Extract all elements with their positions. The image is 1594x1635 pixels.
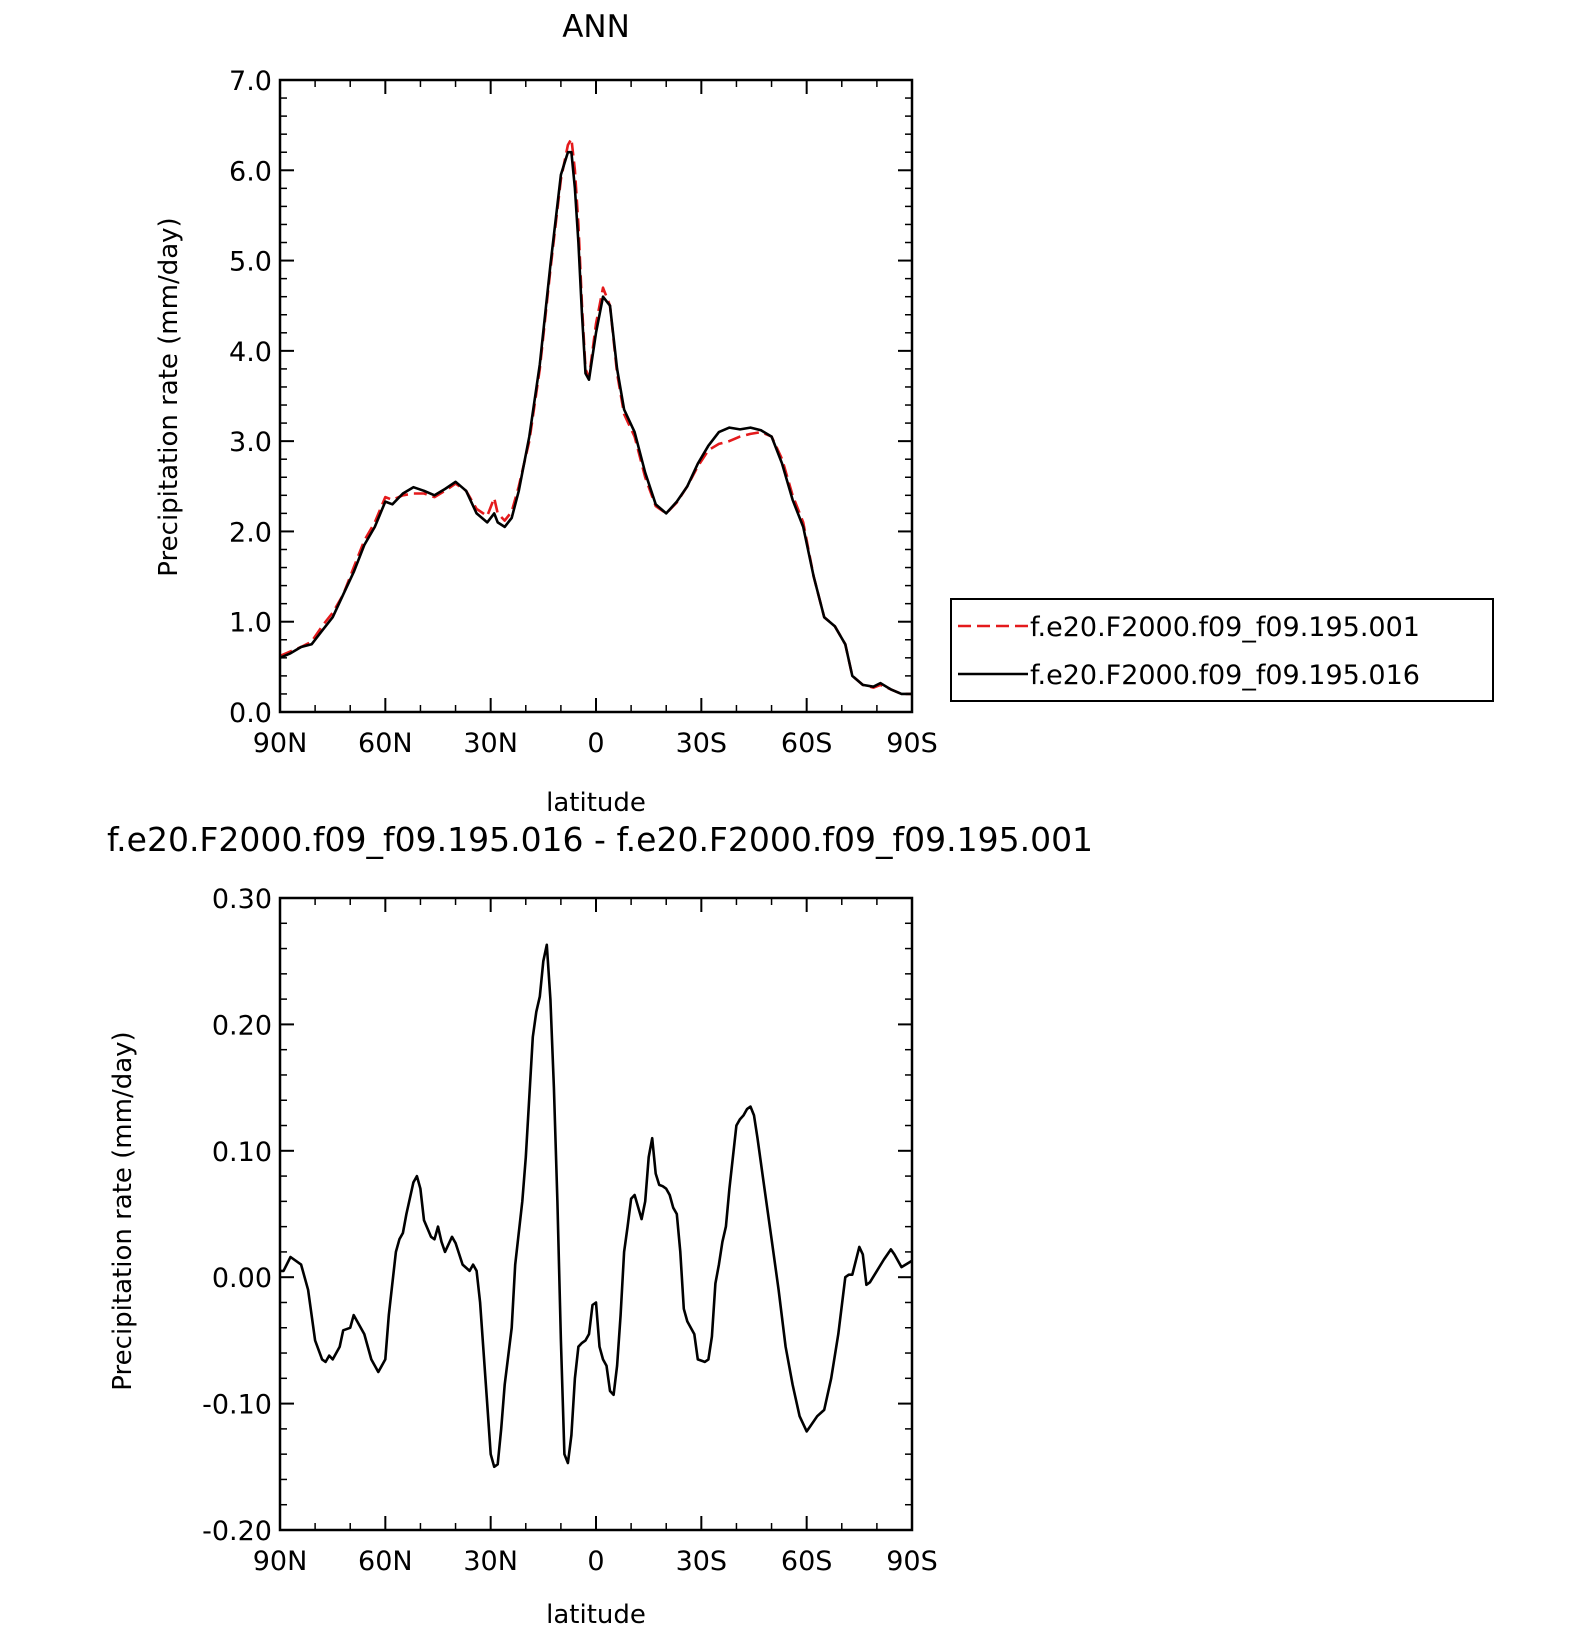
bottom-xlabel: latitude	[546, 1600, 646, 1630]
y-tick-label: 4.0	[229, 337, 272, 368]
y-tick-label: 2.0	[229, 517, 272, 548]
top-ylabel: Precipitation rate (mm/day)	[154, 217, 184, 576]
legend-box	[950, 598, 1494, 702]
y-tick-label: 0.20	[212, 1010, 272, 1041]
top-series	[279, 137, 912, 696]
bottom-panel: f.e20.F2000.f09_f09.195.016 - f.e20.F200…	[107, 820, 1093, 1630]
x-tick-label: 90N	[253, 728, 308, 759]
top-panel: ANN Precipitation rate (mm/day) latitude…	[154, 9, 1494, 818]
legend-label-series-1: f.e20.F2000.f09_f09.195.001	[1030, 612, 1420, 643]
series-line-2	[279, 150, 912, 696]
y-tick-label: 0.30	[212, 884, 272, 915]
x-tick-label: 30N	[463, 728, 518, 759]
bottom-plot-frame	[278, 896, 914, 1532]
x-tick-label: 30S	[676, 728, 728, 759]
x-tick-label: 60S	[781, 728, 833, 759]
y-tick-label: 3.0	[229, 427, 272, 458]
x-tick-label: 30S	[676, 1546, 728, 1577]
bottom-title: f.e20.F2000.f09_f09.195.016 - f.e20.F200…	[107, 820, 1093, 859]
top-title: ANN	[562, 9, 630, 45]
y-tick-label: 0.10	[212, 1137, 272, 1168]
x-tick-label: 90S	[886, 728, 938, 759]
x-tick-label: 60N	[358, 1546, 413, 1577]
x-tick-label: 0	[587, 1546, 604, 1577]
bottom-ylabel: Precipitation rate (mm/day)	[108, 1031, 138, 1390]
x-tick-label: 90S	[886, 1546, 938, 1577]
x-tick-label: 30N	[463, 1546, 518, 1577]
y-tick-label: 6.0	[229, 156, 272, 187]
x-tick-label: 0	[587, 728, 604, 759]
top-plot-frame	[278, 78, 914, 714]
top-tick-labels: 90N 60N 30N 0 30S 60S 90S 0.0 1.0 2.0 3.0 4.0 5.0 6.0…	[229, 66, 938, 759]
top-ticks	[279, 79, 913, 713]
x-tick-label: 90N	[253, 1546, 308, 1577]
y-tick-label: -0.10	[202, 1390, 272, 1421]
x-tick-label: 60S	[781, 1546, 833, 1577]
top-xlabel: latitude	[546, 788, 646, 818]
bottom-ticks	[279, 897, 913, 1531]
legend-label-series-2: f.e20.F2000.f09_f09.195.016	[1030, 660, 1420, 691]
series-line-1	[279, 137, 912, 696]
y-tick-label: -0.20	[202, 1516, 272, 1547]
y-tick-label: 7.0	[229, 66, 272, 97]
y-tick-label: 0.00	[212, 1263, 272, 1294]
x-tick-label: 60N	[358, 728, 413, 759]
series-line-1	[280, 943, 913, 1469]
y-tick-label: 0.0	[229, 698, 272, 729]
bottom-tick-labels: 90N 60N 30N 0 30S 60S 90S -0.20 -0.10 0.00 0.10 0.2…	[202, 884, 938, 1577]
legend: f.e20.F2000.f09_f09.195.001 f.e20.F2000.…	[950, 598, 1494, 702]
y-tick-label: 5.0	[229, 247, 272, 278]
y-tick-label: 1.0	[229, 608, 272, 639]
bottom-series	[280, 943, 913, 1469]
